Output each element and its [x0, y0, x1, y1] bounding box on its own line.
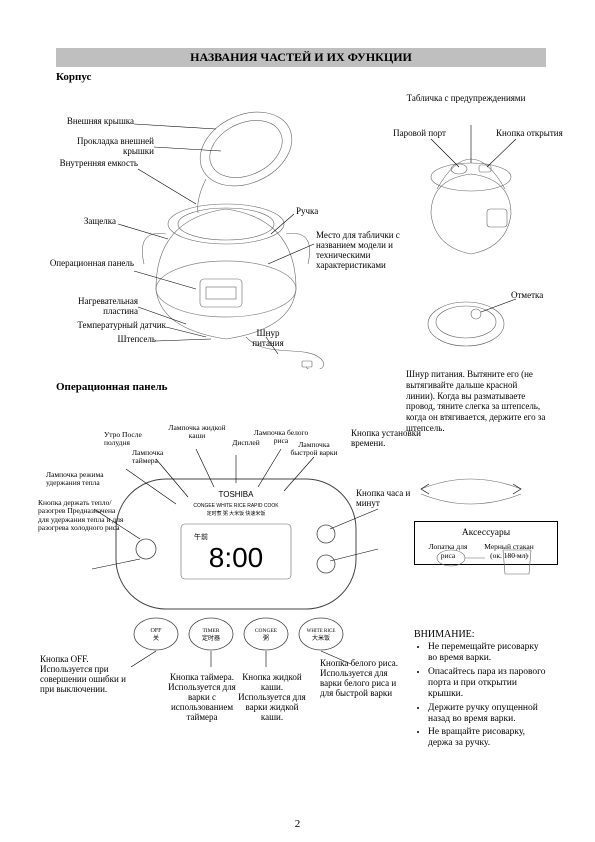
panel-cjk: 定时煮 粥 大米饭 快速米饭 — [207, 510, 266, 517]
lbl-open-btn: Кнопка открытия — [496, 129, 566, 139]
lbl-off-desc: Кнопка OFF. Используется при совершении … — [40, 655, 130, 695]
lbl-time-btn: Кнопка установки времени. — [351, 429, 421, 449]
lbl-timer-desc: Кнопка таймера. Используется для варки с… — [162, 673, 242, 722]
lbl-handle: Ручка — [296, 207, 318, 217]
panel-modes: CONGEE WHITE RICE RAPID COOK — [193, 503, 279, 509]
svg-text:WHITE RICE: WHITE RICE — [307, 629, 336, 634]
lbl-op-panel: Операционная панель — [42, 259, 134, 269]
panel-ampm: 午前 — [194, 532, 208, 541]
lbl-morning: Утро После полудня — [104, 431, 160, 448]
lbl-latch: Защелка — [50, 217, 116, 227]
page-header: НАЗВАНИЯ ЧАСТЕЙ И ИХ ФУНКЦИИ — [56, 48, 546, 67]
lbl-congee-lamp: Лампочка жидкой каши — [168, 424, 226, 441]
cord-pull-drawing — [411, 459, 541, 514]
lbl-white-desc: Кнопка белого риса. Используется для вар… — [320, 659, 406, 699]
att-item: Не вращайте рисоварку, держа за ручку. — [428, 727, 549, 749]
lbl-cord: Шнур питания — [246, 329, 290, 349]
lbl-lid-gasket: Прокладка внешней крышки — [54, 137, 154, 157]
cord-note: Шнур питания. Вытяните его (не вытягивай… — [406, 369, 546, 434]
lbl-temp-sensor: Температурный датчик — [50, 321, 166, 331]
accessories-box: Аксессуары Лопатка для риса Мерный стака… — [414, 521, 558, 565]
panel-brand: TOSHIBA — [219, 490, 255, 499]
lbl-keepwarm-btn: Кнопка держать тепло/ разогрев Предназна… — [38, 499, 126, 532]
lbl-keepwarm-lamp: Лампочка режима удержания тепла — [46, 471, 136, 488]
svg-text:粥: 粥 — [263, 634, 269, 642]
att-item: Опасайтесь пара из парового порта и при … — [428, 667, 549, 700]
section-panel-title: Операционная панель — [56, 381, 168, 393]
lbl-heat-plate: Нагревательная пластина — [42, 297, 138, 317]
svg-text:OFF: OFF — [150, 628, 162, 634]
lbl-steam-port: Паровой порт — [376, 129, 446, 139]
svg-text:CONGEE: CONGEE — [255, 628, 278, 634]
panel-time: 8:00 — [209, 542, 264, 573]
att-item: Не перемещайте рисоварку во время варки. — [428, 642, 549, 664]
lbl-plug: Штепсель — [86, 335, 156, 345]
svg-text:关: 关 — [153, 634, 159, 642]
att-item: Держите ручку опущенной назад во время в… — [428, 703, 549, 725]
diagrams: Внешняя крышка Прокладка внешней крышки … — [56, 89, 546, 779]
attention-title: ВНИМАНИЕ: — [414, 629, 549, 640]
page-number: 2 — [0, 818, 595, 830]
acc-title: Аксессуары — [423, 528, 549, 538]
lbl-hm-btn: Кнопка часа и минут — [356, 489, 416, 509]
svg-text:大米饭: 大米饭 — [312, 634, 330, 642]
closed-cooker-drawing — [401, 119, 541, 269]
lbl-mark: Отметка — [511, 291, 543, 301]
lbl-outer-lid: Внешняя крышка — [46, 117, 134, 127]
attention-block: ВНИМАНИЕ: Не перемещайте рисоварку во вр… — [414, 629, 549, 752]
svg-text:定时器: 定时器 — [202, 634, 220, 642]
lbl-warn-plate: Табличка с предупреждениями — [386, 94, 546, 104]
lbl-timer-lamp: Лампочка таймера — [132, 449, 182, 466]
lbl-rapid-lamp: Лампочка быстрой варки — [286, 441, 342, 458]
attention-list: Не перемещайте рисоварку во время варки.… — [428, 642, 549, 749]
svg-text:TIMER: TIMER — [202, 628, 219, 634]
section-body-title: Корпус — [56, 71, 546, 83]
lbl-inner: Внутренняя емкость — [50, 159, 138, 169]
lbl-congee-desc: Кнопка жидкой каши. Используется для вар… — [234, 673, 310, 722]
